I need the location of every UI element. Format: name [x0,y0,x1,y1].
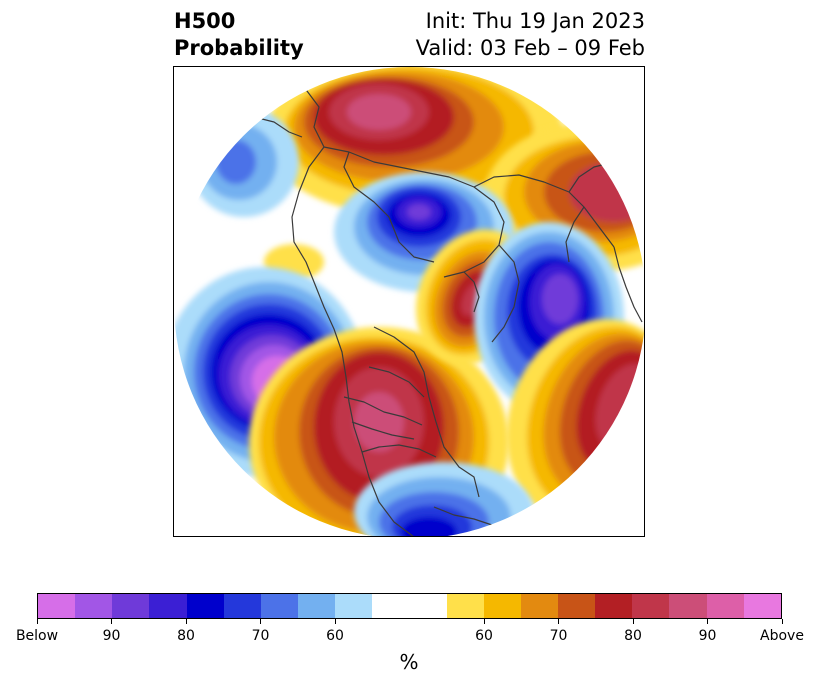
colorbar-tick-mark [334,619,336,624]
colorbar-segment [186,594,224,618]
colorbar-segment [38,594,76,618]
colorbar-segment [112,594,150,618]
colorbar-tick-label: 60 [475,628,493,644]
colorbar-tick-label: 60 [326,628,344,644]
init-date: Init: Thu 19 Jan 2023 [425,9,645,33]
colorbar-tick-mark [707,619,708,624]
colorbar-tick-mark [36,619,38,624]
colorbar-segment [223,594,261,618]
colorbar-tick-label: 70 [549,628,568,644]
colorbar-tick-label: 80 [624,628,642,644]
colorbar-segment [557,594,596,618]
colorbar-segment [595,594,633,618]
colorbar [37,593,782,619]
colorbar-segment [706,594,744,618]
anomaly-field [174,67,644,536]
colorbar-tick-mark [558,619,559,624]
colorbar-tick-label: Below [15,628,59,644]
probability-map [174,67,644,536]
chart-title: H500 Probability [174,8,304,62]
colorbar-tick-label: 90 [102,628,121,644]
colorbar-tick-mark [781,619,783,624]
colorbar-tick-mark [632,619,634,624]
colorbar-tick-mark [111,619,112,624]
map-panel [173,66,645,537]
colorbar-segment [446,594,484,618]
colorbar-tick-label: 80 [177,628,195,644]
colorbar-segment [335,594,373,618]
colorbar-segment [297,594,336,618]
colorbar-tick-mark [185,619,187,624]
colorbar-segment [483,594,521,618]
colorbar-tick-label: Above [760,628,804,644]
anomaly-north-pacific-below [189,107,299,217]
anomaly-gulf-stream-below [354,462,534,536]
colorbar-tick-label: 70 [251,628,270,644]
colorbar-segment [520,594,558,618]
valid-range: Valid: 03 Feb – 09 Feb [415,36,645,60]
colorbar-segment [669,594,707,618]
colorbar-tick-mark [260,619,261,624]
colorbar-segment [743,594,781,618]
colorbar-tick-label: 90 [698,628,717,644]
colorbar-segment [260,594,298,618]
title-line-2: Probability [174,36,304,60]
colorbar-segment [149,594,187,618]
valid-info: Init: Thu 19 Jan 2023 Valid: 03 Feb – 09… [416,8,645,62]
colorbar-unit: % [399,650,419,674]
title-line-1: H500 [174,9,236,33]
colorbar-segment [372,594,447,618]
colorbar-segment [632,594,670,618]
colorbar-tick-mark [483,619,485,624]
colorbar-segment [75,594,113,618]
